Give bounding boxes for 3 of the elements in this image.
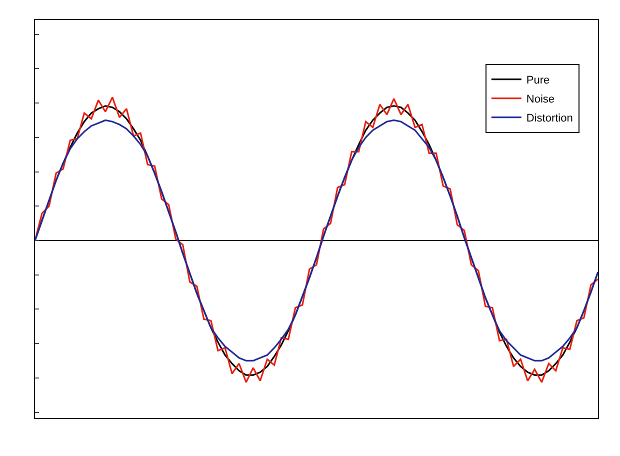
legend-label: Noise: [526, 94, 555, 106]
legend-label: Pure: [526, 74, 550, 87]
legend-label: Distortion: [526, 112, 573, 125]
